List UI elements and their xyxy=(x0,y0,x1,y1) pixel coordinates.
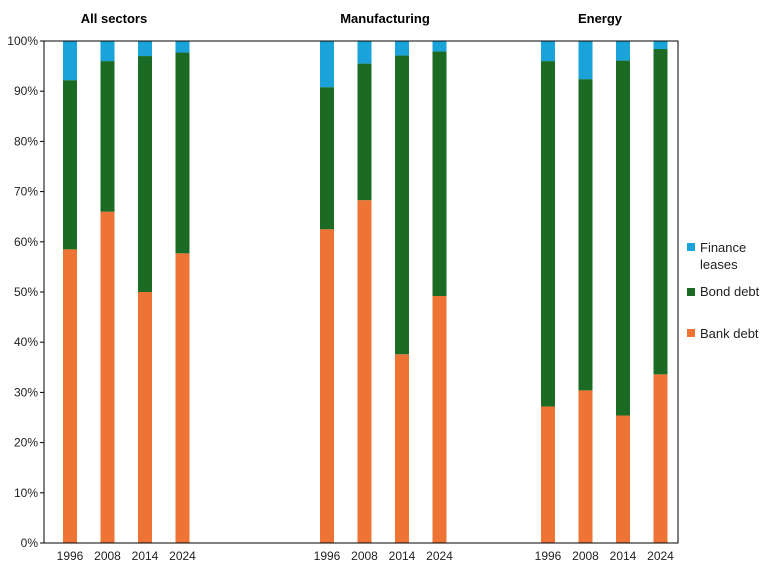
bar-all-sectors-2008-bond-debt xyxy=(100,61,115,212)
y-tick-label: 40% xyxy=(14,335,38,349)
bar-energy-2008-finance-leases xyxy=(578,41,593,80)
y-tick-label: 0% xyxy=(21,536,39,550)
y-tick-label: 30% xyxy=(14,385,38,399)
legend-label-bank-debt: Bank debt xyxy=(700,326,759,341)
legend: Finance leases Bond debt Bank debt xyxy=(687,240,760,341)
bar-manufacturing-2024-bank-debt xyxy=(432,296,447,543)
y-axis: 0% 10% 20% 30% 40% 50% 60% 70% 80% 90% 100% xyxy=(7,34,44,550)
bar-all-sectors-2024-finance-leases xyxy=(175,41,190,53)
bar-all-sectors-2008-bank-debt xyxy=(100,211,115,543)
x-tick-label: 2014 xyxy=(389,549,416,563)
bar-energy-2024-finance-leases xyxy=(653,41,668,50)
bar-energy-2024-bond-debt xyxy=(653,49,668,375)
bar-manufacturing-1996-bond-debt xyxy=(320,87,334,230)
panel-titles: All sectors Manufacturing Energy xyxy=(81,11,623,26)
bar-energy-2014-bank-debt xyxy=(616,415,630,543)
bar-energy-2024-bank-debt xyxy=(653,374,668,543)
legend-label-bond-debt: Bond debt xyxy=(700,284,760,299)
y-tick-label: 80% xyxy=(14,134,38,148)
x-tick-label: 1996 xyxy=(57,549,84,563)
bar-manufacturing-1996-bank-debt xyxy=(320,229,334,543)
legend-swatch-bond-debt xyxy=(687,288,695,296)
legend-label-finance-leases: Finance leases xyxy=(700,240,746,272)
bar-manufacturing-2014-bond-debt xyxy=(395,55,409,355)
y-tick-label: 90% xyxy=(14,84,38,98)
x-axis: 1996 2008 2014 2024 1996 2008 2014 2024 1996 2008… xyxy=(57,549,675,563)
bar-all-sectors-2014-finance-leases xyxy=(138,41,152,57)
legend-swatch-bank-debt xyxy=(687,329,695,337)
bar-manufacturing-2008-finance-leases xyxy=(357,41,372,64)
x-tick-label: 1996 xyxy=(535,549,562,563)
x-tick-label: 2008 xyxy=(572,549,599,563)
x-tick-label: 2014 xyxy=(610,549,637,563)
panel-title-all-sectors: All sectors xyxy=(81,11,147,26)
legend-label-line: leases xyxy=(700,257,738,272)
bar-manufacturing-2024-finance-leases xyxy=(432,41,447,52)
bar-all-sectors-2024-bond-debt xyxy=(175,52,190,254)
legend-label-line: Bank debt xyxy=(700,326,759,341)
bar-all-sectors-2014-bond-debt xyxy=(138,56,152,293)
bars-layer xyxy=(63,41,668,543)
x-tick-label: 1996 xyxy=(314,549,341,563)
y-tick-label: 10% xyxy=(14,486,38,500)
x-tick-label: 2008 xyxy=(351,549,378,563)
bar-all-sectors-1996-bond-debt xyxy=(63,80,77,250)
x-tick-label: 2024 xyxy=(426,549,453,563)
bar-energy-2008-bank-debt xyxy=(578,390,593,543)
bar-manufacturing-2008-bond-debt xyxy=(357,63,372,201)
bar-all-sectors-1996-bank-debt xyxy=(63,249,77,543)
bar-all-sectors-2024-bank-debt xyxy=(175,253,190,543)
bar-energy-2014-finance-leases xyxy=(616,41,630,61)
legend-swatch-finance-leases xyxy=(687,243,695,251)
bar-energy-2008-bond-debt xyxy=(578,79,593,391)
bar-manufacturing-2014-bank-debt xyxy=(395,354,409,543)
legend-label-line: Bond debt xyxy=(700,284,760,299)
bar-all-sectors-1996-finance-leases xyxy=(63,41,77,81)
legend-label-line: Finance xyxy=(700,240,746,255)
panel-title-energy: Energy xyxy=(578,11,623,26)
x-tick-label: 2014 xyxy=(132,549,159,563)
panel-title-manufacturing: Manufacturing xyxy=(340,11,430,26)
bar-energy-2014-bond-debt xyxy=(616,60,630,416)
x-tick-label: 2024 xyxy=(169,549,196,563)
y-tick-label: 60% xyxy=(14,235,38,249)
y-tick-label: 100% xyxy=(7,34,38,48)
bar-energy-1996-bond-debt xyxy=(541,61,555,407)
y-tick-label: 70% xyxy=(14,185,38,199)
x-tick-label: 2008 xyxy=(94,549,121,563)
bar-manufacturing-2014-finance-leases xyxy=(395,41,409,56)
bar-energy-1996-bank-debt xyxy=(541,406,555,543)
bar-manufacturing-2024-bond-debt xyxy=(432,51,447,297)
bar-manufacturing-2008-bank-debt xyxy=(357,200,372,543)
y-tick-label: 50% xyxy=(14,285,38,299)
bar-all-sectors-2008-finance-leases xyxy=(100,41,115,62)
x-tick-label: 2024 xyxy=(647,549,674,563)
bar-all-sectors-2014-bank-debt xyxy=(138,292,152,543)
bar-energy-1996-finance-leases xyxy=(541,41,555,62)
bar-manufacturing-1996-finance-leases xyxy=(320,41,334,88)
y-tick-label: 20% xyxy=(14,436,38,450)
